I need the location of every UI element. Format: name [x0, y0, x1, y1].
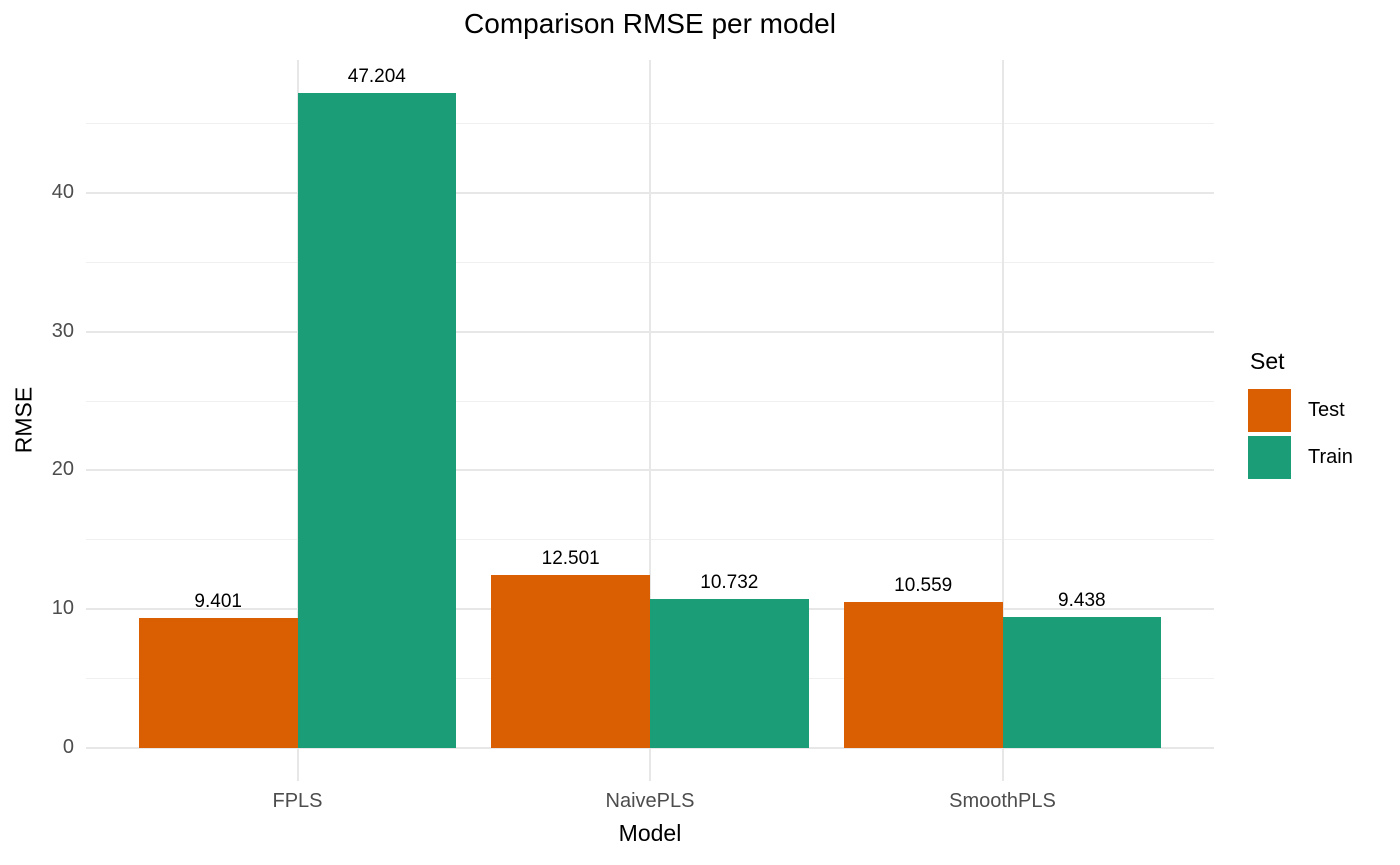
legend-label: Train	[1308, 446, 1353, 468]
y-tick-label: 40	[51, 180, 74, 203]
y-tick-label: 0	[62, 736, 74, 759]
x-axis-title: Model	[618, 820, 682, 846]
bar-test-fpls	[138, 617, 298, 749]
legend: Set Test Train	[1248, 348, 1353, 483]
legend-label: Test	[1308, 399, 1345, 421]
legend-item-train: Train	[1248, 436, 1353, 479]
bar-train-naivepls	[650, 599, 809, 749]
bar-test-smoothpls	[843, 601, 1003, 749]
legend-item-test: Test	[1248, 389, 1353, 432]
gridline-major-vertical	[649, 60, 651, 781]
bar-value-label: 10.559	[894, 574, 953, 596]
legend-swatch-test	[1248, 389, 1291, 432]
bar-value-label: 12.501	[541, 547, 600, 569]
y-tick-label: 10	[51, 597, 74, 620]
x-tick-label-smoothpls: SmoothPLS	[949, 790, 1056, 812]
x-tick-label-fpls: FPLS	[272, 790, 323, 812]
bar-value-label: 9.438	[1058, 590, 1106, 612]
bar-train-smoothpls	[1002, 617, 1162, 749]
gridline-major-vertical	[1001, 60, 1004, 781]
legend-items: Test Train	[1248, 389, 1353, 479]
legend-title: Set	[1250, 348, 1285, 374]
bar-value-label: 47.204	[347, 65, 406, 87]
chart-title: Comparison RMSE per model	[464, 8, 836, 39]
bar-value-label: 10.732	[700, 572, 759, 594]
y-tick-label: 30	[51, 319, 74, 342]
bar-test-naivepls	[491, 574, 650, 749]
bar-value-label: 9.401	[194, 590, 242, 612]
y-axis-title: RMSE	[10, 386, 37, 454]
bar-train-fpls	[297, 92, 457, 749]
y-tick-label: 20	[51, 458, 74, 481]
plot-panel: 9.401 12.501 10.559 47.204 10.732 9.438	[86, 60, 1214, 781]
legend-swatch-train	[1248, 436, 1291, 479]
x-tick-label-naivepls: NaivePLS	[605, 790, 695, 812]
